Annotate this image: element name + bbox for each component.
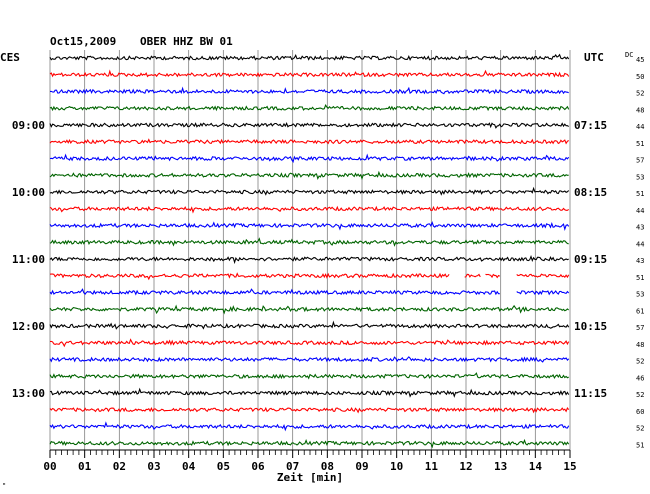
- left-time-label: 13:00: [12, 387, 45, 400]
- trace-11: [49, 221, 570, 231]
- trace-1: [49, 53, 570, 62]
- x-tick-label: 14: [529, 460, 543, 473]
- right-timezone-label: UTC: [584, 51, 604, 64]
- date-label: Oct15,2009: [50, 35, 116, 48]
- left-time-labels: 09:00 10:00 11:00 12:00 13:00: [12, 119, 45, 400]
- x-tick-label: 09: [355, 460, 368, 473]
- dc-offset-label: 53: [636, 291, 644, 299]
- dc-offset-label: 50: [636, 73, 644, 81]
- trace-15: [49, 288, 570, 296]
- dc-offset-label: 57: [636, 157, 644, 165]
- x-tick-label: 10: [390, 460, 403, 473]
- trace-16: [49, 304, 570, 315]
- x-tick-label: 07: [286, 460, 299, 473]
- right-time-label: 10:15: [574, 320, 607, 333]
- left-time-label: 11:00: [12, 253, 45, 266]
- x-tick-label: 03: [147, 460, 160, 473]
- left-time-label: 10:00: [12, 186, 45, 199]
- x-axis-title: Zeit [min]: [277, 471, 343, 484]
- trace-13: [49, 255, 569, 265]
- dc-offset-label: 52: [636, 90, 644, 98]
- dc-offset-label: 48: [636, 106, 644, 114]
- dc-offset-label: 51: [636, 274, 644, 282]
- trace-6: [49, 138, 569, 145]
- station-label: OBER HHZ BW 01: [140, 35, 233, 48]
- corner-mark: ": [2, 482, 6, 490]
- right-time-labels: 07:15 08:15 09:15 10:15 11:15: [574, 119, 607, 400]
- x-tick-label: 12: [459, 460, 472, 473]
- x-tick-label: 01: [78, 460, 92, 473]
- dc-offset-label: 51: [636, 441, 644, 449]
- dc-offset-label: 57: [636, 324, 644, 332]
- trace-10: [49, 205, 570, 214]
- x-tick-label: 11: [425, 460, 439, 473]
- dc-offset-labels: 45 50 52 48 44 51 57 53 51 44 43 44 43 51 53 61 57 48 52 46…: [636, 56, 644, 449]
- trace-18: [49, 338, 570, 348]
- x-axis: 00 01 02 03 04 05 06 07 08 09 10 11 12 13 14 15: [43, 449, 577, 473]
- trace-9: [49, 186, 570, 196]
- trace-22: [49, 406, 570, 414]
- trace-21: [49, 387, 570, 398]
- left-time-label: 12:00: [12, 320, 45, 333]
- dc-column-label: DC: [625, 51, 633, 59]
- right-time-label: 08:15: [574, 186, 607, 199]
- x-tick-label: 08: [321, 460, 334, 473]
- trace-24: [49, 438, 570, 449]
- minute-gridlines: [49, 50, 571, 450]
- x-tick-label: 15: [563, 460, 576, 473]
- trace-12: [49, 237, 569, 247]
- right-time-label: 11:15: [574, 387, 607, 400]
- trace-3: [50, 86, 569, 95]
- trace-8: [49, 170, 569, 181]
- trace-2: [49, 69, 570, 78]
- trace-17: [49, 320, 570, 330]
- trace-5: [49, 122, 569, 129]
- trace-23: [49, 421, 570, 432]
- dc-offset-label: 60: [636, 408, 644, 416]
- x-tick-label: 13: [494, 460, 507, 473]
- dc-offset-label: 44: [636, 240, 644, 248]
- x-tick-label: 04: [182, 460, 196, 473]
- dc-offset-label: 48: [636, 341, 644, 349]
- right-time-label: 07:15: [574, 119, 607, 132]
- dc-offset-label: 43: [636, 224, 644, 232]
- trace-20: [49, 372, 569, 380]
- trace-4: [49, 104, 570, 112]
- dc-offset-label: 52: [636, 391, 644, 399]
- trace-14: [49, 272, 570, 281]
- left-time-label: 09:00: [12, 119, 45, 132]
- dc-offset-label: 45: [636, 56, 644, 64]
- x-tick-label: 00: [43, 460, 56, 473]
- dc-offset-label: 61: [636, 307, 644, 315]
- x-tick-label: 02: [113, 460, 126, 473]
- dc-offset-label: 52: [636, 425, 644, 433]
- dc-offset-label: 43: [636, 257, 644, 265]
- dc-offset-label: 51: [636, 140, 644, 148]
- dc-offset-label: 52: [636, 358, 644, 366]
- trace-19: [49, 356, 570, 363]
- dc-offset-label: 44: [636, 123, 644, 131]
- dc-offset-label: 44: [636, 207, 644, 215]
- x-tick-label: 05: [217, 460, 230, 473]
- seismic-traces: [49, 53, 570, 449]
- x-tick-label: 06: [251, 460, 265, 473]
- dc-offset-label: 46: [636, 374, 644, 382]
- dc-offset-label: 51: [636, 190, 644, 198]
- left-timezone-label: CES: [0, 51, 20, 64]
- dc-offset-label: 53: [636, 173, 644, 181]
- right-time-label: 09:15: [574, 253, 607, 266]
- trace-7: [49, 153, 570, 164]
